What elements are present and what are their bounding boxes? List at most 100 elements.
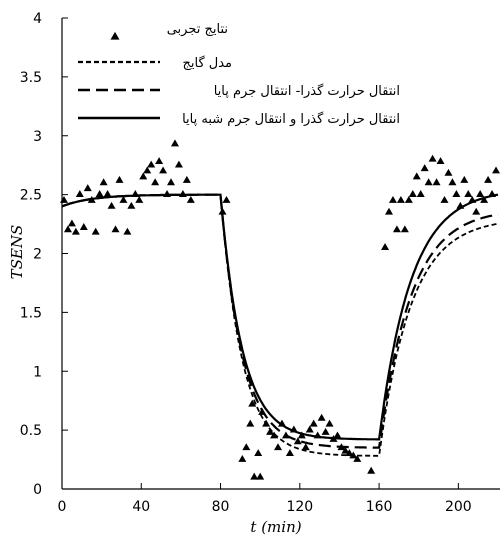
legend-label: مدل گایج bbox=[182, 55, 232, 71]
data-point bbox=[218, 207, 227, 215]
data-point bbox=[480, 195, 489, 203]
data-point bbox=[266, 427, 275, 435]
data-point bbox=[99, 178, 108, 186]
data-point bbox=[139, 172, 148, 180]
data-point bbox=[444, 168, 453, 176]
y-tick-label: 0.5 bbox=[20, 423, 42, 439]
data-point bbox=[186, 195, 195, 203]
data-point bbox=[167, 178, 175, 186]
y-tick-label: 1.5 bbox=[20, 305, 42, 321]
data-point bbox=[170, 139, 179, 147]
data-point bbox=[400, 225, 409, 233]
data-point bbox=[83, 184, 92, 192]
y-tick-label: 3.5 bbox=[20, 70, 42, 86]
data-point bbox=[381, 243, 390, 250]
y-axis-title: TSENS bbox=[8, 225, 26, 280]
data-point bbox=[301, 443, 310, 451]
data-point bbox=[174, 160, 183, 168]
x-axis-title: t (min) bbox=[250, 518, 301, 536]
data-point bbox=[75, 190, 84, 197]
y-tick-label: 4 bbox=[33, 11, 42, 27]
data-point bbox=[111, 225, 120, 233]
series-layer bbox=[59, 139, 500, 480]
data-point bbox=[159, 166, 168, 174]
legend-label: انتقال حرارت گذرا- انتقال جرم پایا bbox=[214, 83, 400, 99]
legend-marker-triangle bbox=[110, 31, 120, 40]
data-point bbox=[262, 419, 271, 427]
data-point bbox=[333, 431, 342, 439]
data-point bbox=[277, 419, 286, 427]
data-point bbox=[488, 190, 497, 197]
data-point bbox=[131, 190, 140, 197]
data-point bbox=[248, 399, 257, 407]
data-point bbox=[396, 195, 405, 203]
data-point bbox=[345, 449, 354, 457]
data-point bbox=[424, 178, 433, 186]
data-point bbox=[256, 472, 265, 480]
data-point bbox=[297, 431, 306, 439]
data-point bbox=[71, 227, 80, 235]
data-point bbox=[281, 431, 290, 439]
data-point bbox=[321, 427, 330, 435]
data-point bbox=[127, 201, 136, 209]
data-point bbox=[293, 437, 302, 445]
data-point bbox=[151, 178, 160, 186]
data-point bbox=[432, 178, 441, 186]
data-point bbox=[492, 166, 500, 174]
data-point bbox=[448, 178, 457, 186]
data-point bbox=[329, 434, 338, 442]
data-point bbox=[317, 413, 326, 421]
ticks: 0 40 80 120 160 200 0 0.5 1 1.5 2 2.5 3 3.5 4 bbox=[20, 11, 472, 515]
data-point bbox=[258, 407, 267, 415]
data-point bbox=[367, 466, 376, 474]
data-point bbox=[309, 419, 318, 427]
data-point bbox=[222, 195, 231, 203]
data-point bbox=[285, 449, 294, 457]
legend: نتایج تجربی مدل گایج انتقال حرارت گذرا- ان… bbox=[78, 22, 400, 127]
x-tick-label: 200 bbox=[445, 499, 472, 515]
data-point bbox=[67, 219, 76, 227]
data-point bbox=[182, 175, 191, 183]
y-tick-label: 3 bbox=[33, 129, 42, 145]
data-point bbox=[353, 454, 362, 462]
data-point bbox=[404, 195, 413, 203]
data-point bbox=[115, 175, 124, 183]
data-point bbox=[238, 454, 247, 462]
data-point bbox=[468, 195, 477, 203]
data-point bbox=[63, 225, 72, 233]
data-point bbox=[408, 190, 417, 197]
data-point bbox=[119, 195, 128, 203]
data-point bbox=[155, 157, 164, 165]
data-point bbox=[341, 446, 350, 454]
data-point bbox=[464, 190, 473, 197]
x-tick-label: 160 bbox=[366, 499, 393, 515]
x-tick-label: 120 bbox=[286, 499, 313, 515]
data-point bbox=[325, 419, 334, 427]
data-point bbox=[349, 451, 358, 459]
data-point bbox=[178, 190, 187, 197]
data-point bbox=[270, 431, 279, 439]
x-tick-label: 40 bbox=[132, 499, 150, 515]
y-tick-label: 2.5 bbox=[20, 188, 42, 204]
data-point bbox=[135, 195, 144, 203]
data-point bbox=[123, 227, 132, 235]
x-tick-label: 0 bbox=[58, 499, 67, 515]
data-point bbox=[388, 195, 397, 203]
y-tick-label: 2 bbox=[33, 247, 42, 263]
data-point bbox=[420, 164, 429, 172]
data-point bbox=[246, 419, 255, 427]
data-point bbox=[436, 157, 445, 165]
data-point bbox=[460, 175, 469, 183]
data-point bbox=[456, 201, 465, 209]
data-point bbox=[337, 443, 346, 451]
data-point bbox=[87, 195, 96, 203]
legend-label: نتایج تجربی bbox=[167, 22, 228, 37]
data-point bbox=[484, 175, 493, 183]
data-point bbox=[476, 190, 485, 197]
data-point bbox=[289, 425, 298, 433]
data-point bbox=[274, 443, 283, 451]
data-point bbox=[95, 190, 104, 197]
y-tick-label: 0 bbox=[33, 482, 42, 498]
data-point bbox=[250, 472, 259, 480]
